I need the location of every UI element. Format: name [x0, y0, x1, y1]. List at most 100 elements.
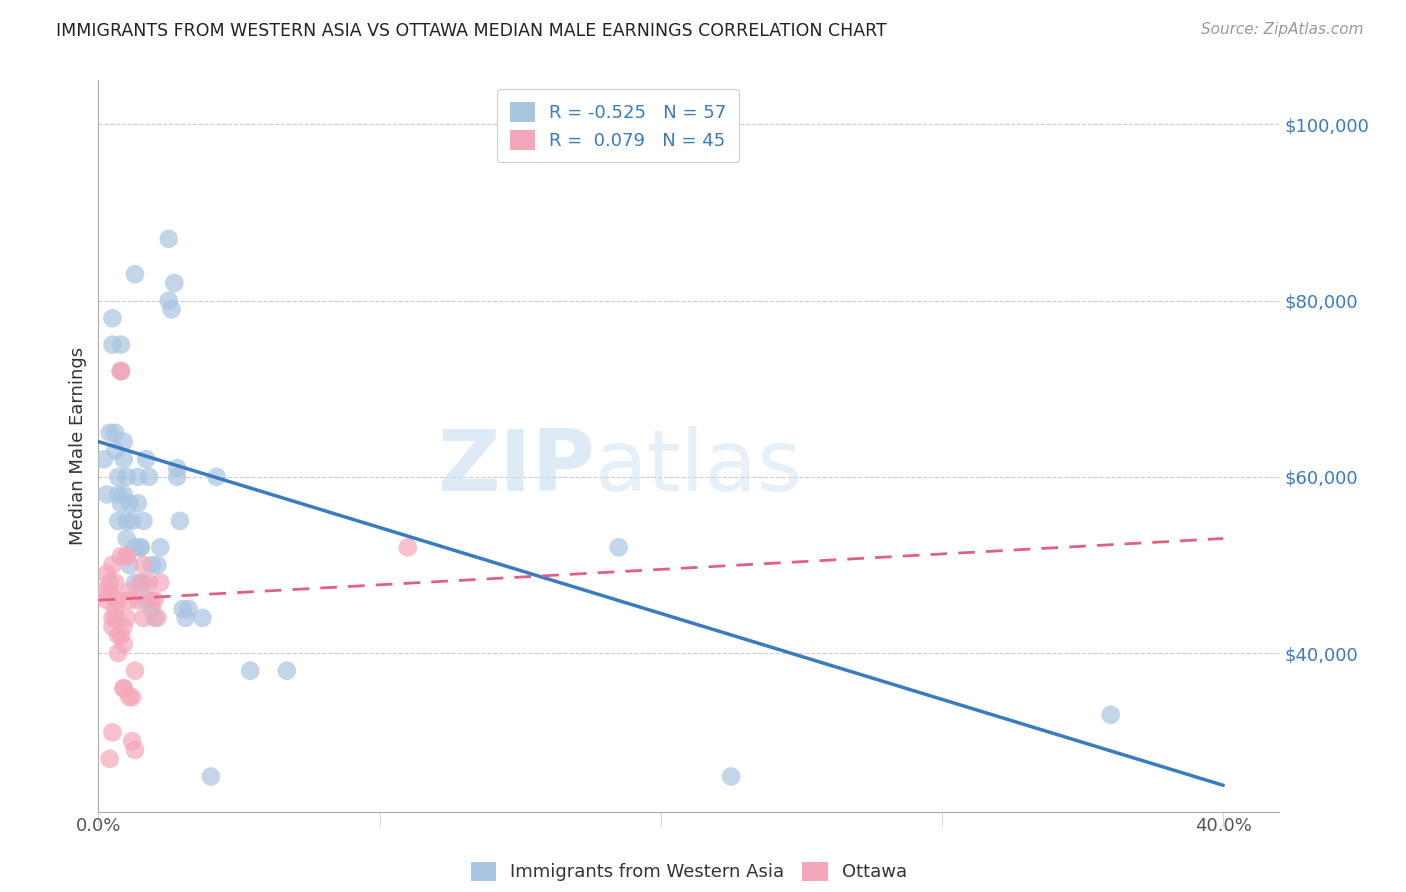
- Point: [104, 611, 127, 625]
- Point: [135, 452, 157, 467]
- Point: [146, 558, 169, 572]
- Point: [163, 276, 186, 290]
- Point: [112, 620, 135, 634]
- Point: [124, 541, 146, 555]
- Point: [166, 461, 188, 475]
- Point: [172, 602, 194, 616]
- Point: [138, 575, 160, 590]
- Point: [121, 690, 143, 705]
- Point: [96, 593, 118, 607]
- Point: [101, 725, 124, 739]
- Point: [124, 664, 146, 678]
- Point: [104, 602, 127, 616]
- Point: [93, 584, 115, 599]
- Point: [115, 611, 138, 625]
- Point: [174, 611, 197, 625]
- Point: [98, 584, 121, 599]
- Point: [104, 593, 127, 607]
- Point: [132, 575, 155, 590]
- Point: [107, 487, 129, 501]
- Point: [200, 769, 222, 783]
- Point: [177, 602, 200, 616]
- Point: [118, 593, 141, 607]
- Point: [149, 575, 172, 590]
- Point: [98, 752, 121, 766]
- Point: [205, 470, 228, 484]
- Point: [127, 593, 149, 607]
- Point: [98, 575, 121, 590]
- Point: [138, 470, 160, 484]
- Point: [160, 302, 183, 317]
- Point: [720, 769, 742, 783]
- Point: [129, 541, 152, 555]
- Text: Source: ZipAtlas.com: Source: ZipAtlas.com: [1201, 22, 1364, 37]
- Point: [146, 611, 169, 625]
- Point: [276, 664, 298, 678]
- Point: [115, 549, 138, 563]
- Point: [396, 541, 419, 555]
- Point: [157, 293, 180, 308]
- Point: [607, 541, 630, 555]
- Point: [110, 364, 132, 378]
- Text: ZIP: ZIP: [437, 426, 595, 509]
- Y-axis label: Median Male Earnings: Median Male Earnings: [69, 347, 87, 545]
- Point: [166, 470, 188, 484]
- Point: [124, 267, 146, 281]
- Point: [110, 364, 132, 378]
- Point: [101, 311, 124, 326]
- Point: [107, 593, 129, 607]
- Point: [112, 637, 135, 651]
- Point: [112, 681, 135, 696]
- Point: [104, 443, 127, 458]
- Point: [104, 425, 127, 440]
- Point: [143, 611, 166, 625]
- Legend: Immigrants from Western Asia, Ottawa: Immigrants from Western Asia, Ottawa: [461, 853, 917, 890]
- Point: [107, 514, 129, 528]
- Point: [157, 232, 180, 246]
- Point: [107, 628, 129, 642]
- Text: IMMIGRANTS FROM WESTERN ASIA VS OTTAWA MEDIAN MALE EARNINGS CORRELATION CHART: IMMIGRANTS FROM WESTERN ASIA VS OTTAWA M…: [56, 22, 887, 40]
- Text: atlas: atlas: [595, 426, 803, 509]
- Point: [112, 452, 135, 467]
- Point: [124, 743, 146, 757]
- Point: [110, 337, 132, 351]
- Point: [98, 425, 121, 440]
- Point: [112, 434, 135, 449]
- Point: [1099, 707, 1122, 722]
- Point: [112, 487, 135, 501]
- Point: [143, 593, 166, 607]
- Point: [135, 593, 157, 607]
- Point: [124, 575, 146, 590]
- Point: [107, 470, 129, 484]
- Point: [239, 664, 262, 678]
- Point: [141, 558, 163, 572]
- Point: [141, 593, 163, 607]
- Point: [96, 566, 118, 581]
- Point: [118, 558, 141, 572]
- Point: [101, 620, 124, 634]
- Point: [118, 584, 141, 599]
- Point: [118, 690, 141, 705]
- Point: [112, 681, 135, 696]
- Point: [115, 532, 138, 546]
- Point: [110, 549, 132, 563]
- Point: [115, 470, 138, 484]
- Point: [127, 496, 149, 510]
- Point: [110, 496, 132, 510]
- Point: [132, 558, 155, 572]
- Point: [127, 470, 149, 484]
- Point: [129, 575, 152, 590]
- Point: [104, 575, 127, 590]
- Point: [101, 337, 124, 351]
- Point: [121, 734, 143, 748]
- Point: [149, 541, 172, 555]
- Point: [141, 602, 163, 616]
- Point: [132, 611, 155, 625]
- Point: [115, 549, 138, 563]
- Point: [169, 514, 191, 528]
- Point: [110, 364, 132, 378]
- Point: [101, 611, 124, 625]
- Point: [132, 514, 155, 528]
- Point: [101, 558, 124, 572]
- Point: [129, 541, 152, 555]
